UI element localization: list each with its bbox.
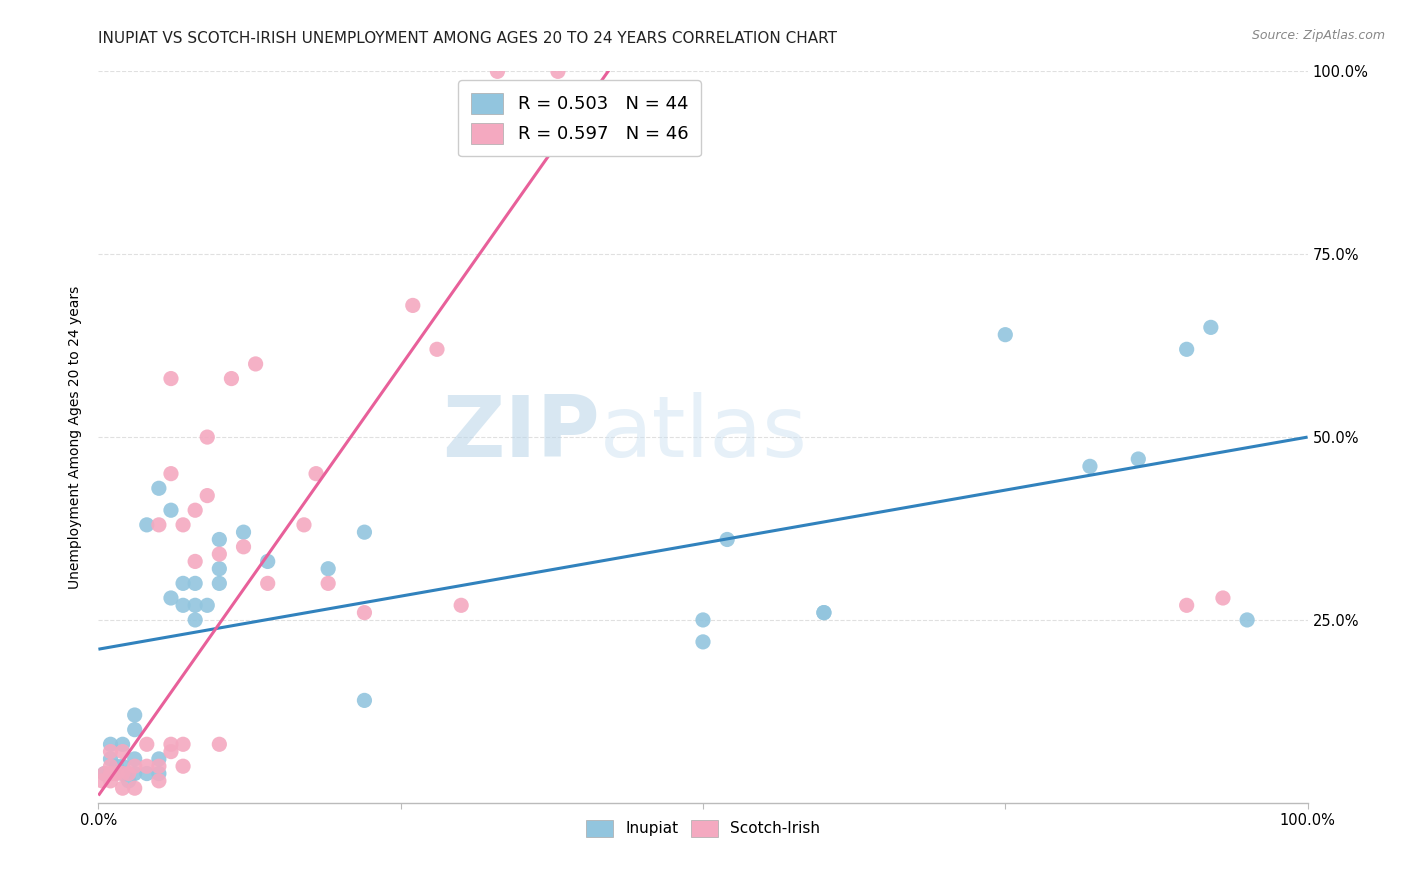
- Point: [184, 554, 207, 568]
- Point: [184, 599, 207, 613]
- Point: [135, 759, 157, 773]
- Point: [111, 737, 134, 751]
- Point: [316, 562, 339, 576]
- Point: [160, 737, 183, 751]
- Point: [172, 759, 194, 773]
- Point: [124, 723, 146, 737]
- Point: [124, 781, 146, 796]
- Legend: Inupiat, Scotch-Irish: Inupiat, Scotch-Irish: [576, 811, 830, 847]
- Text: atlas: atlas: [600, 392, 808, 475]
- Point: [208, 576, 231, 591]
- Point: [124, 752, 146, 766]
- Point: [1078, 459, 1101, 474]
- Point: [148, 752, 170, 766]
- Point: [1175, 343, 1198, 357]
- Point: [105, 759, 128, 773]
- Point: [111, 781, 134, 796]
- Point: [292, 517, 315, 532]
- Point: [316, 576, 339, 591]
- Point: [135, 517, 157, 532]
- Point: [1236, 613, 1258, 627]
- Point: [232, 540, 254, 554]
- Point: [148, 481, 170, 495]
- Point: [426, 343, 449, 357]
- Point: [172, 576, 194, 591]
- Point: [100, 773, 122, 788]
- Point: [813, 606, 835, 620]
- Point: [160, 503, 183, 517]
- Point: [1212, 591, 1234, 605]
- Point: [486, 64, 509, 78]
- Point: [148, 517, 170, 532]
- Point: [118, 766, 141, 780]
- Y-axis label: Unemployment Among Ages 20 to 24 years: Unemployment Among Ages 20 to 24 years: [69, 285, 83, 589]
- Text: INUPIAT VS SCOTCH-IRISH UNEMPLOYMENT AMONG AGES 20 TO 24 YEARS CORRELATION CHART: INUPIAT VS SCOTCH-IRISH UNEMPLOYMENT AMO…: [98, 31, 838, 46]
- Point: [208, 737, 231, 751]
- Point: [160, 591, 183, 605]
- Point: [232, 525, 254, 540]
- Point: [135, 766, 157, 780]
- Point: [1199, 320, 1222, 334]
- Point: [172, 737, 194, 751]
- Point: [245, 357, 267, 371]
- Point: [172, 599, 194, 613]
- Point: [994, 327, 1017, 342]
- Point: [172, 517, 194, 532]
- Point: [100, 752, 122, 766]
- Point: [111, 745, 134, 759]
- Point: [450, 599, 472, 613]
- Point: [305, 467, 328, 481]
- Point: [208, 533, 231, 547]
- Point: [547, 64, 569, 78]
- Point: [256, 554, 278, 568]
- Point: [184, 576, 207, 591]
- Point: [195, 599, 218, 613]
- Point: [353, 525, 375, 540]
- Point: [402, 298, 425, 312]
- Text: ZIP: ZIP: [443, 392, 600, 475]
- Point: [353, 693, 375, 707]
- Point: [256, 576, 278, 591]
- Point: [100, 766, 122, 780]
- Point: [93, 766, 115, 780]
- Point: [124, 708, 146, 723]
- Point: [100, 759, 122, 773]
- Point: [208, 547, 231, 561]
- Point: [105, 766, 128, 780]
- Point: [111, 766, 134, 780]
- Point: [111, 759, 134, 773]
- Point: [148, 759, 170, 773]
- Point: [716, 533, 738, 547]
- Point: [184, 613, 207, 627]
- Point: [124, 759, 146, 773]
- Point: [1128, 452, 1150, 467]
- Point: [184, 503, 207, 517]
- Point: [135, 737, 157, 751]
- Point: [160, 745, 183, 759]
- Point: [100, 737, 122, 751]
- Point: [353, 606, 375, 620]
- Point: [1175, 599, 1198, 613]
- Point: [100, 745, 122, 759]
- Point: [148, 773, 170, 788]
- Point: [692, 635, 714, 649]
- Point: [221, 371, 243, 385]
- Text: Source: ZipAtlas.com: Source: ZipAtlas.com: [1251, 29, 1385, 42]
- Point: [93, 766, 115, 780]
- Point: [692, 613, 714, 627]
- Point: [111, 766, 134, 780]
- Point: [148, 766, 170, 780]
- Point: [124, 766, 146, 780]
- Point: [195, 489, 218, 503]
- Point: [91, 773, 114, 788]
- Point: [195, 430, 218, 444]
- Point: [118, 773, 141, 788]
- Point: [813, 606, 835, 620]
- Point: [208, 562, 231, 576]
- Point: [160, 467, 183, 481]
- Point: [160, 371, 183, 385]
